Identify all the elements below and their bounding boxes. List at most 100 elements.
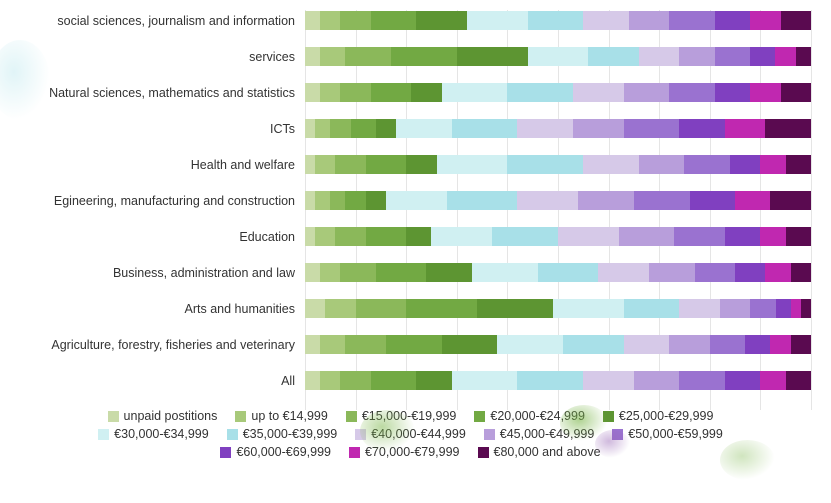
bar-segment bbox=[356, 299, 407, 318]
bar-segment bbox=[765, 119, 811, 138]
bar-segment bbox=[320, 83, 340, 102]
bar-segment bbox=[351, 119, 376, 138]
bar-segment bbox=[320, 47, 345, 66]
bar-segment bbox=[760, 371, 785, 390]
bar-segment bbox=[786, 371, 811, 390]
row-label: social sciences, journalism and informat… bbox=[10, 14, 305, 28]
bar-segment bbox=[517, 191, 578, 210]
legend-swatch bbox=[346, 411, 357, 422]
row-bar bbox=[305, 371, 811, 390]
bar-segment bbox=[305, 155, 315, 174]
bar-segment bbox=[386, 335, 442, 354]
row-label: Agriculture, forestry, fisheries and vet… bbox=[10, 338, 305, 352]
bar-segment bbox=[431, 227, 492, 246]
bar-segment bbox=[791, 335, 811, 354]
row-bar bbox=[305, 11, 811, 30]
legend-label: €40,000-€44,999 bbox=[371, 427, 466, 441]
legend-item: €70,000-€79,999 bbox=[349, 445, 460, 459]
row-label: Business, administration and law bbox=[10, 266, 305, 280]
bar-segment bbox=[345, 47, 391, 66]
bar-segment bbox=[578, 191, 634, 210]
bar-segment bbox=[442, 335, 498, 354]
bar-segment bbox=[750, 83, 780, 102]
row-label: Arts and humanities bbox=[10, 302, 305, 316]
bar-segment bbox=[583, 155, 639, 174]
bar-segment bbox=[583, 11, 629, 30]
bar-segment bbox=[679, 47, 714, 66]
bar-segment bbox=[588, 47, 639, 66]
legend-item: €80,000 and above bbox=[478, 445, 601, 459]
bar-segment bbox=[345, 335, 385, 354]
legend-swatch bbox=[235, 411, 246, 422]
bar-segment bbox=[517, 119, 573, 138]
bar-segment bbox=[517, 371, 583, 390]
bar-segment bbox=[335, 227, 365, 246]
bar-segment bbox=[305, 11, 320, 30]
row-bar bbox=[305, 155, 811, 174]
bar-segment bbox=[305, 371, 320, 390]
bar-segment bbox=[320, 335, 345, 354]
bar-segment bbox=[315, 227, 335, 246]
row-bar bbox=[305, 191, 811, 210]
row-label: services bbox=[10, 50, 305, 64]
chart-row: social sciences, journalism and informat… bbox=[10, 10, 811, 31]
bar-segment bbox=[583, 371, 634, 390]
bar-segment bbox=[760, 155, 785, 174]
bar-segment bbox=[735, 191, 770, 210]
bar-segment bbox=[406, 227, 431, 246]
bar-segment bbox=[770, 191, 810, 210]
bar-segment bbox=[639, 47, 679, 66]
bar-segment bbox=[386, 191, 447, 210]
bar-segment bbox=[735, 263, 765, 282]
bar-segment bbox=[573, 119, 624, 138]
bar-segment bbox=[679, 371, 725, 390]
bar-segment bbox=[320, 263, 340, 282]
row-bar bbox=[305, 227, 811, 246]
bar-segment bbox=[750, 47, 775, 66]
bar-segment bbox=[371, 83, 411, 102]
legend-swatch bbox=[220, 447, 231, 458]
bar-segment bbox=[781, 11, 811, 30]
bar-segment bbox=[558, 227, 619, 246]
bar-segment bbox=[411, 83, 441, 102]
bar-segment bbox=[442, 83, 508, 102]
bar-segment bbox=[452, 119, 518, 138]
bar-segment bbox=[750, 299, 775, 318]
bar-segment bbox=[715, 11, 750, 30]
bar-segment bbox=[492, 227, 558, 246]
row-label: Egineering, manufacturing and constructi… bbox=[10, 194, 305, 208]
bar-segment bbox=[563, 335, 624, 354]
bar-segment bbox=[320, 371, 340, 390]
bar-segment bbox=[406, 155, 436, 174]
bar-segment bbox=[366, 191, 386, 210]
bar-segment bbox=[725, 371, 760, 390]
bar-segment bbox=[770, 335, 790, 354]
row-bar bbox=[305, 119, 811, 138]
bar-segment bbox=[507, 83, 573, 102]
bar-segment bbox=[669, 335, 709, 354]
bar-segment bbox=[725, 119, 765, 138]
bar-segment bbox=[786, 155, 811, 174]
row-bar bbox=[305, 83, 811, 102]
legend-swatch bbox=[612, 429, 623, 440]
bar-segment bbox=[305, 83, 320, 102]
bar-segment bbox=[376, 119, 396, 138]
bar-segment bbox=[715, 83, 750, 102]
legend-item: up to €14,999 bbox=[235, 409, 327, 423]
bar-segment bbox=[340, 371, 370, 390]
legend-swatch bbox=[474, 411, 485, 422]
chart-row: Arts and humanities bbox=[10, 298, 811, 319]
bar-segment bbox=[745, 335, 770, 354]
bar-segment bbox=[366, 155, 406, 174]
bar-segment bbox=[796, 47, 811, 66]
bar-segment bbox=[305, 227, 315, 246]
bar-segment bbox=[619, 227, 675, 246]
bar-segment bbox=[624, 83, 670, 102]
bar-segment bbox=[538, 263, 599, 282]
bar-segment bbox=[791, 299, 801, 318]
legend-item: €40,000-€44,999 bbox=[355, 427, 466, 441]
bar-segment bbox=[406, 299, 477, 318]
legend-label: €35,000-€39,999 bbox=[243, 427, 338, 441]
chart-row: Health and welfare bbox=[10, 154, 811, 175]
legend-label: €80,000 and above bbox=[494, 445, 601, 459]
